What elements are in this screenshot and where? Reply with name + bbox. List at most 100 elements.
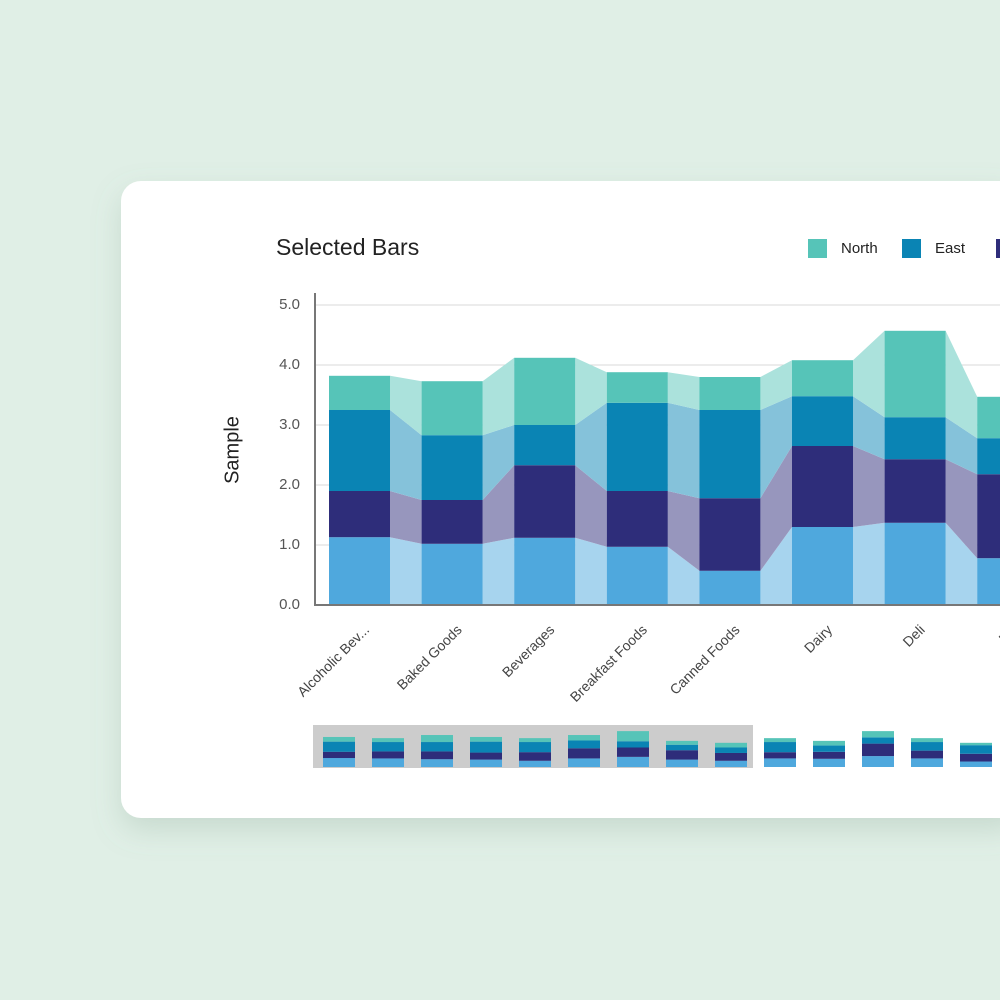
overview-segment xyxy=(568,748,600,759)
connector xyxy=(667,491,700,571)
bar-segment xyxy=(699,570,761,605)
bar-segment xyxy=(977,474,1000,559)
bar-segment xyxy=(977,558,1000,605)
connector xyxy=(945,522,978,605)
overview-segment xyxy=(764,758,796,767)
connector xyxy=(667,372,700,410)
connector xyxy=(482,465,515,544)
connector xyxy=(575,402,607,491)
legend-label: East xyxy=(935,240,966,257)
overview-segment xyxy=(862,743,894,757)
overview-segment xyxy=(862,756,894,767)
connector xyxy=(575,357,607,425)
bars xyxy=(329,330,1000,605)
y-tick-label: 4.0 xyxy=(279,356,300,373)
overview-segment xyxy=(813,758,845,767)
overview-segment xyxy=(813,751,845,759)
overview-segment xyxy=(813,740,845,746)
connector xyxy=(390,491,422,544)
connector xyxy=(575,537,607,605)
bar-segment xyxy=(884,459,946,523)
overview-segment xyxy=(470,759,502,767)
connector xyxy=(760,527,792,605)
bar-segment xyxy=(606,491,668,547)
overview-segment xyxy=(960,745,992,754)
overview-segment xyxy=(617,747,649,757)
overview-segment xyxy=(813,745,845,752)
connector xyxy=(482,425,515,500)
overview-segment xyxy=(666,759,698,767)
connector xyxy=(853,396,885,460)
overview-segment xyxy=(617,756,649,767)
overview-segment xyxy=(715,760,747,767)
overview-segment xyxy=(666,750,698,760)
bar-segment xyxy=(421,543,483,605)
overview-segment xyxy=(323,758,355,767)
connector xyxy=(390,410,422,500)
overview-segment xyxy=(372,751,404,759)
overview-segment xyxy=(421,735,453,743)
bar-segment xyxy=(329,491,390,538)
connector xyxy=(945,417,978,475)
overview-segment xyxy=(323,736,355,742)
bar-segment xyxy=(884,417,946,460)
legend-swatch xyxy=(902,239,921,258)
connectors xyxy=(390,330,978,605)
y-tick-label: 2.0 xyxy=(279,476,300,493)
connector xyxy=(482,537,515,605)
overview-segment xyxy=(568,735,600,741)
connector xyxy=(853,522,885,605)
legend-swatch xyxy=(808,239,827,258)
bar-segment xyxy=(884,330,946,418)
overview-segment xyxy=(666,744,698,751)
connector xyxy=(853,330,885,418)
overview-segment xyxy=(323,741,355,752)
bar-segment xyxy=(514,537,576,605)
connector xyxy=(760,446,792,571)
bar-segment xyxy=(514,465,576,538)
connector xyxy=(760,396,792,499)
connector xyxy=(945,459,978,559)
bar-segment xyxy=(699,498,761,571)
overview-segment xyxy=(470,736,502,742)
bar-segment xyxy=(792,396,853,446)
overview-segment xyxy=(764,752,796,759)
connector xyxy=(853,446,885,527)
connector xyxy=(667,402,700,499)
overview-segment xyxy=(568,758,600,767)
overview-segment xyxy=(568,740,600,749)
legend-label: North xyxy=(841,240,878,257)
bar-segment xyxy=(977,438,1000,475)
overview-segment xyxy=(617,741,649,748)
overview-segment xyxy=(372,738,404,743)
bar-segment xyxy=(421,500,483,544)
bar-segment xyxy=(606,546,668,605)
overview-segment xyxy=(715,752,747,761)
bar-segment xyxy=(421,381,483,436)
overview-segment xyxy=(911,750,943,759)
y-tick-label: 1.0 xyxy=(279,536,300,553)
overview-segment xyxy=(715,742,747,748)
overview-segment xyxy=(421,742,453,752)
overview-segment xyxy=(519,742,551,753)
bar-segment xyxy=(977,396,1000,439)
bar-segment xyxy=(329,375,390,410)
overview-segment xyxy=(764,738,796,743)
bar-segment xyxy=(884,522,946,605)
bar-segment xyxy=(329,537,390,605)
bar-segment xyxy=(699,410,761,499)
overview-segment xyxy=(617,731,649,742)
connector xyxy=(482,357,515,436)
bar-segment xyxy=(792,446,853,527)
legend-swatch xyxy=(996,239,1000,258)
overview-segment xyxy=(519,752,551,761)
overview-segment xyxy=(862,731,894,738)
overview-segment xyxy=(911,758,943,767)
overview-segment xyxy=(323,751,355,759)
overview-segment xyxy=(911,738,943,743)
bar-segment xyxy=(792,527,853,605)
x-tick-label: Me xyxy=(995,621,1000,646)
overview-segment xyxy=(470,741,502,753)
